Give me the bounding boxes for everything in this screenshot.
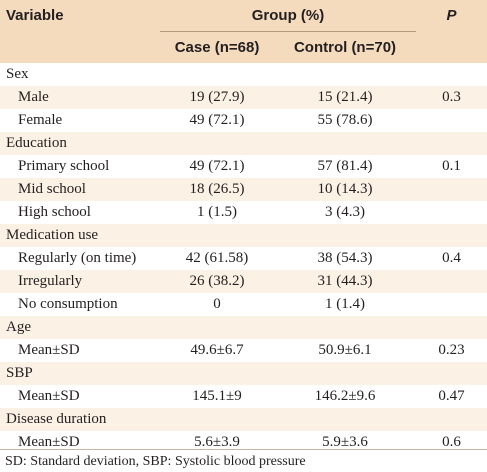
table-row: Mean±SD 145.1±9 146.2±9.6 0.47: [0, 385, 487, 408]
row-label: Regularly (on time): [0, 247, 160, 270]
table-bottom-rule: [0, 449, 487, 450]
row-label: High school: [0, 201, 160, 224]
p-value: 0.47: [416, 385, 487, 408]
case-value: 49 (72.1): [160, 155, 274, 178]
control-value: [274, 316, 416, 339]
control-value: [274, 362, 416, 385]
p-value: [416, 201, 487, 224]
row-label: Age: [0, 316, 160, 339]
table-section-row: Age: [0, 316, 487, 339]
row-label: Female: [0, 109, 160, 132]
p-value: [416, 270, 487, 293]
row-label: Mid school: [0, 178, 160, 201]
p-value: 0.3: [416, 86, 487, 109]
row-label: Irregularly: [0, 270, 160, 293]
table-row: Mid school 18 (26.5) 10 (14.3): [0, 178, 487, 201]
p-value: [416, 63, 487, 86]
control-header: Control (n=70): [274, 31, 416, 63]
table-row: Primary school 49 (72.1) 57 (81.4) 0.1: [0, 155, 487, 178]
case-value: [160, 63, 274, 86]
row-label: Sex: [0, 63, 160, 86]
control-value: [274, 132, 416, 155]
table-body: Sex Male 19 (27.9) 15 (21.4) 0.3 Female 49 (72…: [0, 63, 487, 454]
row-label: Medication use: [0, 224, 160, 247]
table-row: Mean±SD 5.6±3.9 5.9±3.6 0.6: [0, 431, 487, 454]
case-value: 42 (61.58): [160, 247, 274, 270]
table-section-row: SBP: [0, 362, 487, 385]
demographics-table: Variable Group (%) P Case (n=68) Control…: [0, 0, 487, 454]
row-label: Disease duration: [0, 408, 160, 431]
table-row: High school 1 (1.5) 3 (4.3): [0, 201, 487, 224]
p-value-header: P: [416, 0, 487, 63]
table-section-row: Education: [0, 132, 487, 155]
header-row-1: Variable Group (%) P: [0, 0, 487, 63]
p-value: [416, 109, 487, 132]
control-value: [274, 224, 416, 247]
case-value: 49.6±6.7: [160, 339, 274, 362]
control-value: 38 (54.3): [274, 247, 416, 270]
control-value: 1 (1.4): [274, 293, 416, 316]
control-value: 55 (78.6): [274, 109, 416, 132]
case-value: [160, 132, 274, 155]
p-value: [416, 362, 487, 385]
p-value: [416, 316, 487, 339]
control-value: [274, 63, 416, 86]
case-value: [160, 316, 274, 339]
control-value: 3 (4.3): [274, 201, 416, 224]
control-value: 5.9±3.6: [274, 431, 416, 454]
case-value: 1 (1.5): [160, 201, 274, 224]
p-value: 0.23: [416, 339, 487, 362]
table-row: Female 49 (72.1) 55 (78.6): [0, 109, 487, 132]
row-label: Male: [0, 86, 160, 109]
case-header: Case (n=68): [160, 31, 274, 63]
case-value: [160, 224, 274, 247]
case-value: 26 (38.2): [160, 270, 274, 293]
control-value: 15 (21.4): [274, 86, 416, 109]
case-value: [160, 362, 274, 385]
case-value: 145.1±9: [160, 385, 274, 408]
header-row-2: Case (n=68) Control (n=70): [0, 31, 487, 63]
control-value: [274, 408, 416, 431]
case-value: 5.6±3.9: [160, 431, 274, 454]
p-value: [416, 408, 487, 431]
p-value: 0.1: [416, 155, 487, 178]
p-value: 0.4: [416, 247, 487, 270]
table-section-row: Sex: [0, 63, 487, 86]
case-value: 18 (26.5): [160, 178, 274, 201]
row-label: SBP: [0, 362, 160, 385]
row-label: Mean±SD: [0, 339, 160, 362]
row-label: Mean±SD: [0, 385, 160, 408]
p-value: [416, 178, 487, 201]
case-value: 19 (27.9): [160, 86, 274, 109]
group-header: Group (%): [160, 0, 416, 32]
table-row: Irregularly 26 (38.2) 31 (44.3): [0, 270, 487, 293]
p-value: [416, 132, 487, 155]
case-value: 0: [160, 293, 274, 316]
row-label: Education: [0, 132, 160, 155]
control-value: 50.9±6.1: [274, 339, 416, 362]
p-value: [416, 293, 487, 316]
variable-header: Variable: [0, 0, 160, 63]
table-footnote: SD: Standard deviation, SBP: Systolic bl…: [5, 454, 306, 469]
p-value: [416, 224, 487, 247]
row-label: Primary school: [0, 155, 160, 178]
table-row: Male 19 (27.9) 15 (21.4) 0.3: [0, 86, 487, 109]
table-header: Variable Group (%) P Case (n=68) Control…: [0, 0, 487, 63]
case-value: 49 (72.1): [160, 109, 274, 132]
control-value: 57 (81.4): [274, 155, 416, 178]
control-value: 31 (44.3): [274, 270, 416, 293]
row-label: No consumption: [0, 293, 160, 316]
p-value: 0.6: [416, 431, 487, 454]
table-section-row: Disease duration: [0, 408, 487, 431]
table-row: No consumption 0 1 (1.4): [0, 293, 487, 316]
table-section-row: Medication use: [0, 224, 487, 247]
case-value: [160, 408, 274, 431]
table-row: Mean±SD 49.6±6.7 50.9±6.1 0.23: [0, 339, 487, 362]
table-row: Regularly (on time) 42 (61.58) 38 (54.3) 0.…: [0, 247, 487, 270]
control-value: 10 (14.3): [274, 178, 416, 201]
row-label: Mean±SD: [0, 431, 160, 454]
data-table-container: Variable Group (%) P Case (n=68) Control…: [0, 0, 487, 454]
control-value: 146.2±9.6: [274, 385, 416, 408]
